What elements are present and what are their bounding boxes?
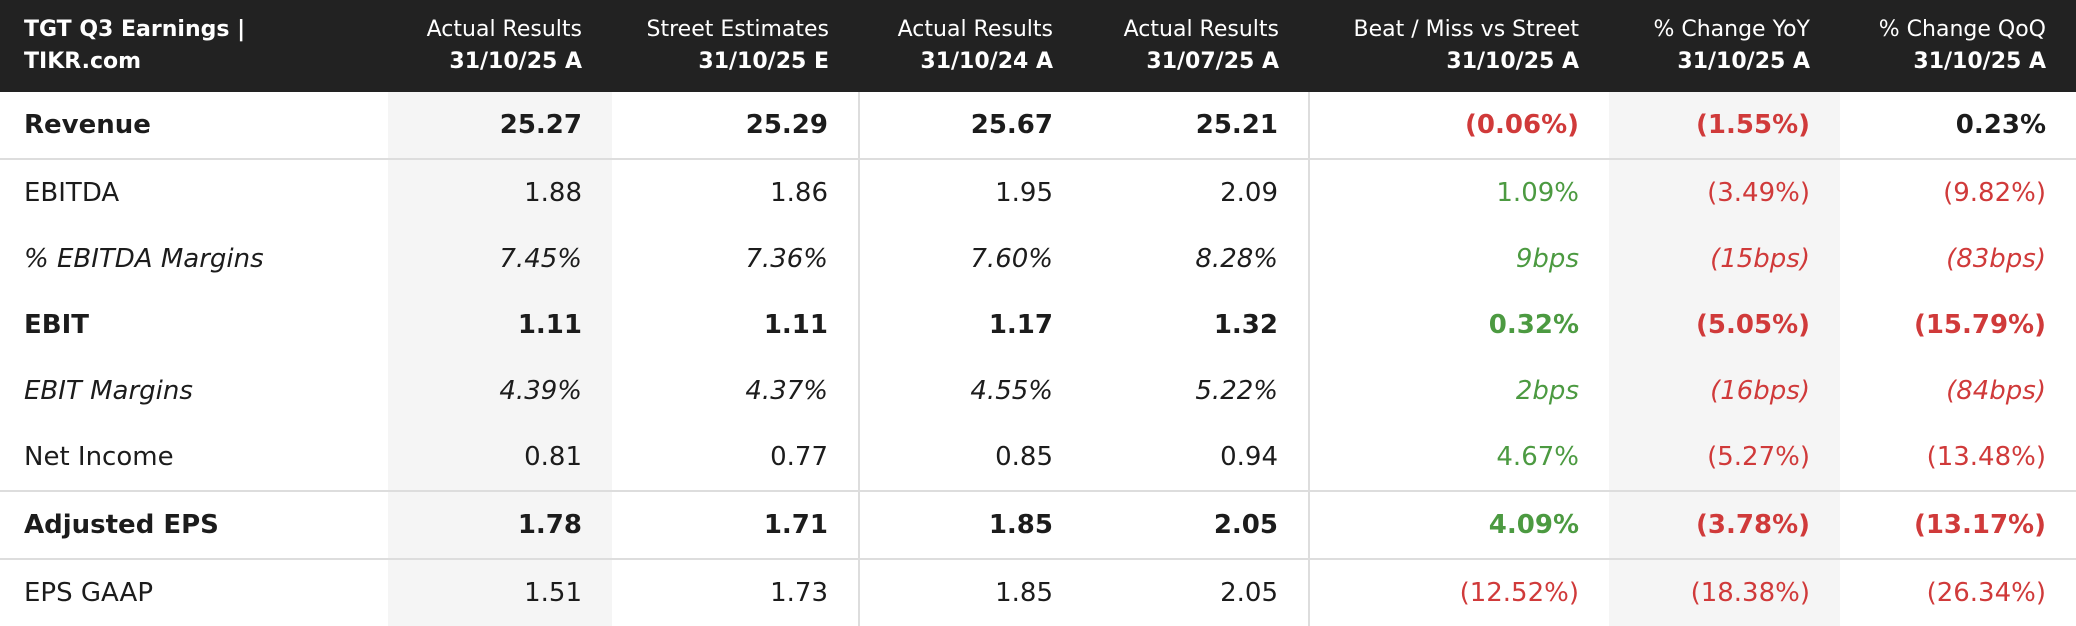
column-label: Beat / Miss vs Street — [1353, 17, 1579, 42]
cell: (5.05%) — [1609, 292, 1840, 358]
cell: 4.37% — [745, 376, 828, 406]
column-label: Actual Results — [1123, 17, 1279, 42]
cell: 0.32% — [1308, 292, 1609, 358]
cell: 8.28% — [1195, 244, 1278, 274]
column-header: Actual Results 31/07/25 A — [1083, 0, 1309, 92]
cell: (3.49%) — [1609, 159, 1840, 226]
cell: 1.95 — [858, 159, 1083, 226]
cell: (5.27%) — [1609, 424, 1840, 492]
cell: 7.60% — [858, 226, 1083, 292]
cell: 25.29 — [612, 92, 859, 160]
row-label: EBITDA — [24, 178, 120, 208]
cell: 25.21 — [1083, 92, 1309, 160]
cell: 0.94 — [1083, 424, 1309, 492]
column-label: % Change QoQ — [1878, 17, 2046, 42]
cell: (83bps) — [1946, 244, 2046, 274]
cell: 0.81 — [388, 424, 612, 492]
cell: 2.05 — [1220, 578, 1278, 608]
row-label: % EBITDA Margins — [24, 244, 264, 274]
cell: (84bps) — [1946, 376, 2046, 406]
column-label: % Change YoY — [1653, 17, 1810, 42]
cell: (18.38%) — [1609, 559, 1840, 626]
cell: 1.85 — [858, 559, 1083, 626]
cell: 25.67 — [858, 92, 1083, 160]
cell: (26.34%) — [1926, 578, 2046, 608]
cell: 1.11 — [388, 292, 612, 358]
cell: 2bps — [1308, 358, 1609, 424]
column-header: Actual Results 31/10/24 A — [859, 0, 1083, 92]
column-date: 31/10/25 A — [449, 49, 582, 74]
column-label: Actual Results — [897, 17, 1053, 42]
cell: (15bps) — [1609, 226, 1840, 292]
cell: 1.32 — [1213, 310, 1278, 340]
cell: (16bps) — [1609, 358, 1840, 424]
cell: (12.52%) — [1308, 559, 1609, 626]
column-date: 31/07/25 A — [1146, 49, 1279, 74]
column-date: 31/10/25 E — [698, 49, 829, 74]
cell: 0.85 — [858, 424, 1083, 492]
cell: 1.51 — [388, 559, 612, 626]
cell: 4.55% — [858, 358, 1083, 424]
cell: 0.23% — [1840, 92, 2076, 160]
cell: (13.48%) — [1840, 424, 2076, 492]
cell: 1.71 — [612, 491, 859, 560]
cell: 1.78 — [388, 491, 612, 560]
cell: (15.79%) — [1913, 310, 2046, 340]
row-label: Net Income — [0, 424, 388, 492]
row-label: EBIT Margins — [24, 376, 193, 406]
cell: (1.55%) — [1609, 92, 1840, 160]
table-row: Revenue 25.27 25.29 25.67 25.21 (0.06%) (1.55%… — [0, 92, 2076, 160]
table-row: Net Income 0.81 0.77 0.85 0.94 4.67% (5.27%) (1… — [0, 424, 2076, 492]
cell: 7.36% — [745, 244, 828, 274]
cell: 1.09% — [1308, 159, 1609, 226]
column-header: % Change YoY 31/10/25 A — [1609, 0, 1840, 92]
cell: 2.09 — [1220, 178, 1278, 208]
row-label: Adjusted EPS — [0, 491, 388, 560]
cell: (0.06%) — [1308, 92, 1609, 160]
column-header: Actual Results 31/10/25 A — [388, 0, 612, 92]
cell: 7.45% — [388, 226, 612, 292]
column-date: 31/10/25 A — [1913, 49, 2046, 74]
cell: 1.73 — [770, 578, 828, 608]
cell: 1.17 — [858, 292, 1083, 358]
cell: 1.85 — [858, 491, 1083, 560]
cell: 1.88 — [388, 159, 612, 226]
cell: 25.27 — [388, 92, 612, 160]
cell: 0.77 — [612, 424, 859, 492]
cell: 9bps — [1308, 226, 1609, 292]
row-label: EBIT — [24, 310, 89, 340]
column-label: Actual Results — [426, 17, 582, 42]
table-row: EBITDA 1.88 1.86 1.95 2.09 1.09% (3.49%) (9.82%… — [0, 159, 2076, 226]
cell: 1.86 — [770, 178, 828, 208]
cell: 2.05 — [1083, 491, 1309, 560]
cell: 4.39% — [388, 358, 612, 424]
cell: (9.82%) — [1943, 178, 2046, 208]
cell: 4.67% — [1308, 424, 1609, 492]
column-date: 31/10/24 A — [920, 49, 1053, 74]
cell: (13.17%) — [1840, 491, 2076, 560]
cell: 4.09% — [1308, 491, 1609, 560]
row-label: EPS GAAP — [24, 578, 153, 608]
table-title: TGT Q3 Earnings | TIKR.com — [0, 0, 388, 92]
table-row: Adjusted EPS 1.78 1.71 1.85 2.05 4.09% (3.78%)… — [0, 491, 2076, 560]
column-date: 31/10/25 A — [1446, 49, 1579, 74]
cell: (3.78%) — [1609, 491, 1840, 560]
column-header: Beat / Miss vs Street 31/10/25 A — [1309, 0, 1609, 92]
table-row: EBIT 1.11 1.11 1.17 1.32 0.32% (5.05%) (15.79%) — [0, 292, 2076, 358]
table-row: EPS GAAP 1.51 1.73 1.85 2.05 (12.52%) (18.38%)… — [0, 559, 2076, 626]
column-date: 31/10/25 A — [1677, 49, 1810, 74]
table-row: % EBITDA Margins 7.45% 7.36% 7.60% 8.28% 9bps… — [0, 226, 2076, 292]
header-row: TGT Q3 Earnings | TIKR.com Actual Result… — [0, 0, 2076, 92]
column-header: Street Estimates 31/10/25 E — [612, 0, 859, 92]
table-row: EBIT Margins 4.39% 4.37% 4.55% 5.22% 2bps (16b… — [0, 358, 2076, 424]
cell: 1.11 — [763, 310, 828, 340]
cell: 5.22% — [1195, 376, 1278, 406]
row-label: Revenue — [0, 92, 388, 160]
column-label: Street Estimates — [646, 17, 829, 42]
column-header: % Change QoQ 31/10/25 A — [1840, 0, 2076, 92]
